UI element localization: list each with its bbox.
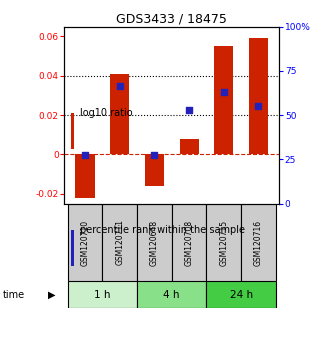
Point — [221, 90, 226, 95]
Bar — [68, 204, 102, 281]
Text: 1 h: 1 h — [94, 290, 111, 300]
Bar — [172, 204, 206, 281]
Bar — [137, 281, 206, 308]
Title: GDS3433 / 18475: GDS3433 / 18475 — [116, 12, 227, 25]
Text: 24 h: 24 h — [230, 290, 253, 300]
Point — [187, 108, 192, 113]
Text: ▶: ▶ — [48, 290, 56, 300]
Bar — [145, 154, 164, 186]
Bar — [110, 74, 129, 154]
Bar — [102, 204, 137, 281]
Text: GSM120710: GSM120710 — [81, 219, 90, 266]
Point — [82, 152, 88, 158]
Text: GSM120711: GSM120711 — [115, 219, 124, 266]
Text: 4 h: 4 h — [163, 290, 180, 300]
Bar — [214, 46, 233, 154]
Text: GSM120648: GSM120648 — [150, 219, 159, 266]
Bar — [71, 230, 74, 266]
Point — [152, 152, 157, 158]
Bar — [68, 281, 137, 308]
Text: percentile rank within the sample: percentile rank within the sample — [80, 225, 245, 235]
Bar — [206, 204, 241, 281]
Bar — [75, 154, 95, 198]
Point — [117, 83, 122, 89]
Text: GSM120715: GSM120715 — [219, 219, 228, 266]
Text: GSM120708: GSM120708 — [185, 219, 194, 266]
Text: time: time — [3, 290, 25, 300]
Bar — [137, 204, 172, 281]
Bar — [241, 204, 276, 281]
Bar — [179, 139, 199, 154]
Bar — [71, 113, 74, 149]
Point — [256, 103, 261, 108]
Text: GSM120716: GSM120716 — [254, 219, 263, 266]
Bar — [206, 281, 276, 308]
Bar — [249, 38, 268, 154]
Text: log10 ratio: log10 ratio — [80, 108, 133, 118]
